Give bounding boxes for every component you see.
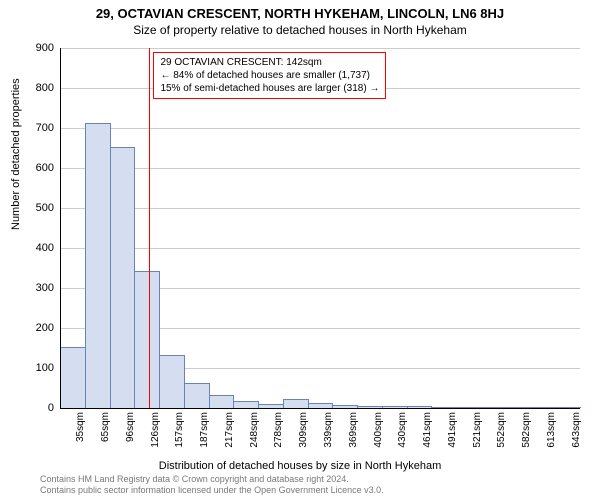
ytick-label: 400 [14,242,54,254]
histogram-bar [60,347,86,408]
ytick-label: 800 [14,82,54,94]
ytick-label: 900 [14,42,54,54]
footer-line-1: Contains HM Land Registry data © Crown c… [40,474,384,485]
chart-area: 010020030040050060070080090035sqm65sqm96… [60,48,580,408]
page-title: 29, OCTAVIAN CRESCENT, NORTH HYKEHAM, LI… [0,0,600,21]
grid-line [60,168,580,169]
histogram-bar [134,271,160,408]
footer-line-2: Contains public sector information licen… [40,485,384,496]
grid-line [60,208,580,209]
grid-line [60,48,580,49]
y-axis-line [60,48,61,408]
x-axis-line [60,408,580,409]
ytick-label: 500 [14,202,54,214]
ytick-label: 100 [14,362,54,374]
x-axis-label: Distribution of detached houses by size … [0,460,600,472]
annotation-line-3: 15% of semi-detached houses are larger (… [160,82,379,95]
page-subtitle: Size of property relative to detached ho… [0,21,600,37]
ytick-label: 600 [14,162,54,174]
ytick-label: 0 [14,402,54,414]
grid-line [60,248,580,249]
histogram-bar [233,401,259,408]
grid-line [60,128,580,129]
histogram-bar [110,147,136,408]
histogram-bar [184,383,210,408]
footer-attribution: Contains HM Land Registry data © Crown c… [40,474,384,496]
annotation-line-2: ← 84% of detached houses are smaller (1,… [160,69,379,82]
chart-container: 29, OCTAVIAN CRESCENT, NORTH HYKEHAM, LI… [0,0,600,500]
histogram-bar [209,395,235,408]
ytick-label: 200 [14,322,54,334]
ytick-label: 300 [14,282,54,294]
plot-region: 010020030040050060070080090035sqm65sqm96… [60,48,580,408]
histogram-bar [159,355,185,408]
marker-line [149,48,150,408]
histogram-bar [85,123,111,408]
annotation-line-1: 29 OCTAVIAN CRESCENT: 142sqm [160,56,379,69]
histogram-bar [283,399,309,408]
annotation-box: 29 OCTAVIAN CRESCENT: 142sqm← 84% of det… [153,52,386,99]
ytick-label: 700 [14,122,54,134]
